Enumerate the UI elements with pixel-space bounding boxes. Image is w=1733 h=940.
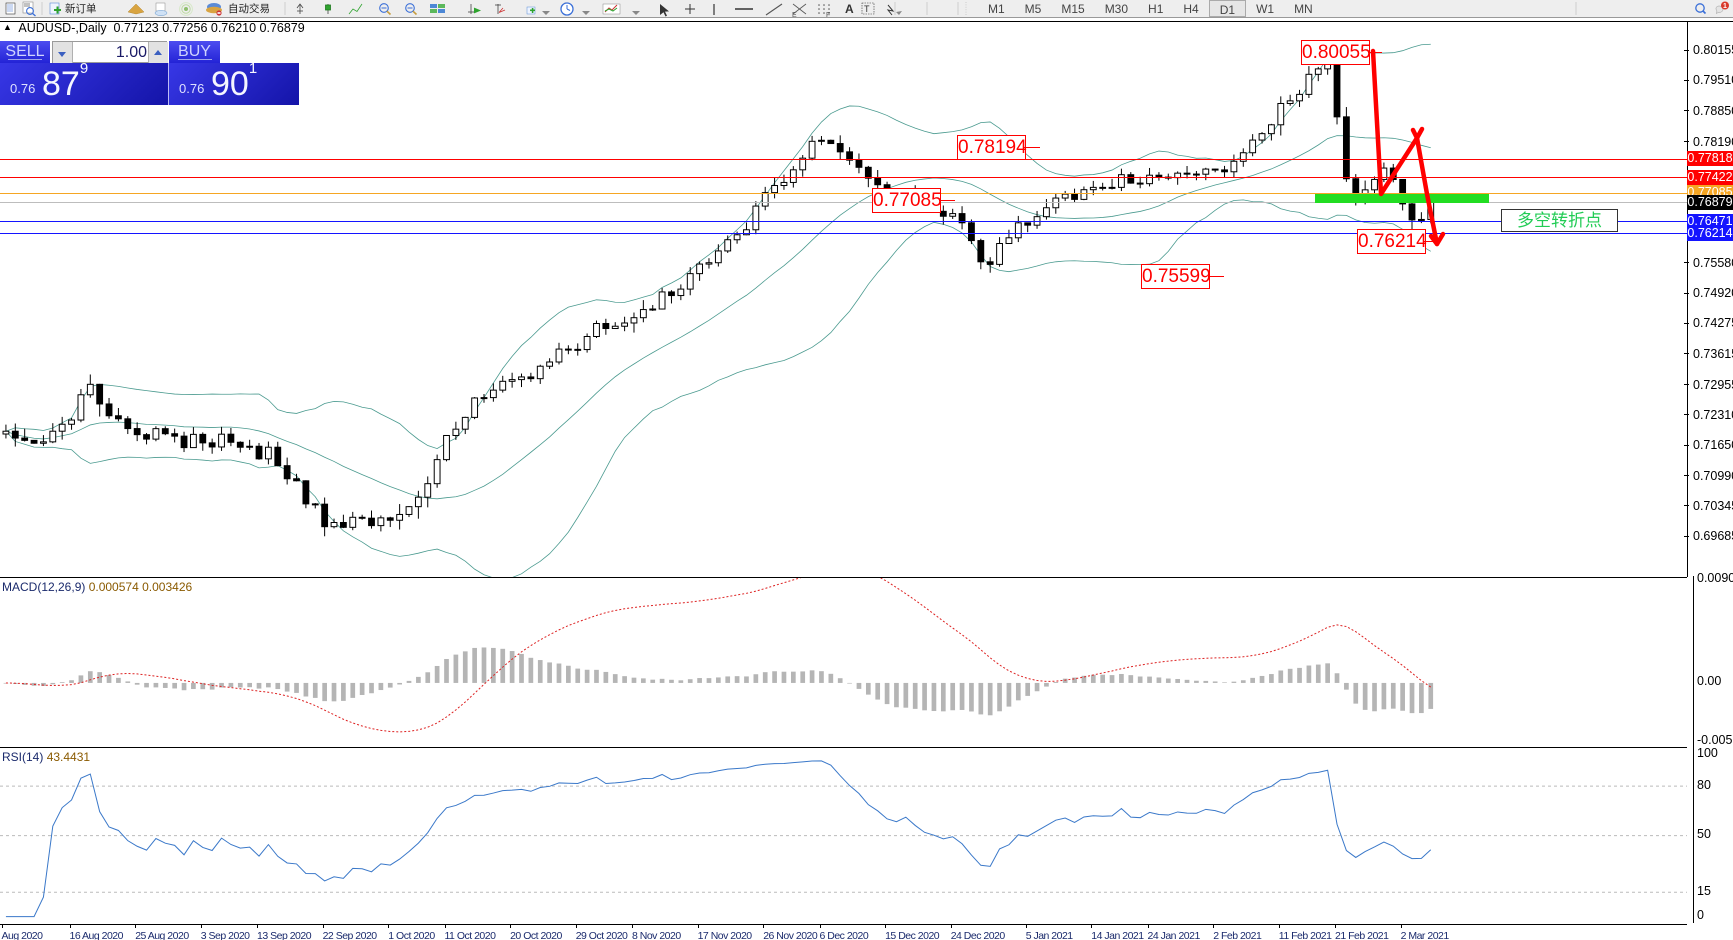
svg-text:新订单: 新订单 — [65, 2, 97, 15]
svg-text:A: A — [845, 2, 854, 16]
svg-text:T: T — [864, 4, 870, 14]
svg-text:自动交易: 自动交易 — [228, 2, 270, 15]
svg-text:1: 1 — [1723, 3, 1727, 10]
